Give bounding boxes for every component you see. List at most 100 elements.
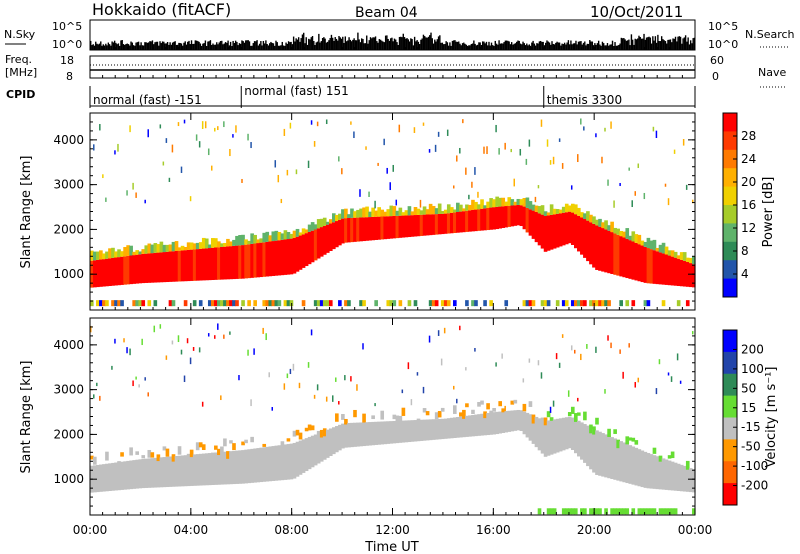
- power-near-range-cell: [138, 300, 143, 307]
- nsky-bar: [654, 36, 657, 50]
- nsky-bar: [440, 42, 442, 50]
- velocity-echo-cell: [316, 433, 321, 464]
- power-fringe-cell: [201, 237, 206, 249]
- velocity-fringe-cell: [353, 409, 357, 418]
- nsky-bar: [418, 44, 421, 50]
- velocity-echo-cell: [640, 450, 645, 488]
- velocity-echo-cell: [226, 451, 230, 485]
- velocity-echo-cell: [428, 419, 433, 441]
- nsky-bar: [184, 41, 186, 50]
- power-echo-cell: [592, 223, 596, 268]
- power-fringe-cell: [198, 242, 203, 249]
- velocity-fringe-cell: [471, 409, 475, 414]
- nsky-bar: [580, 41, 582, 50]
- power-echo-cell: [679, 259, 684, 287]
- velocity-echo-cell: [691, 469, 696, 493]
- power-echo-cell: [217, 247, 221, 280]
- power-near-range-cell: [217, 300, 221, 307]
- velocity-echo-cell: [147, 458, 152, 488]
- power-echo-cell: [298, 235, 303, 270]
- velocity-speckle: [595, 346, 597, 353]
- power-speckle: [558, 138, 561, 142]
- power-fringe-cell: [531, 204, 536, 211]
- nsky-bar: [498, 40, 500, 50]
- velocity-near-range-cell: [658, 508, 663, 515]
- velocity-echo-cell: [247, 449, 251, 484]
- power-near-range-cell: [247, 300, 251, 307]
- nsky-bar: [413, 36, 416, 50]
- power-speckle: [274, 160, 277, 168]
- velocity-speckle: [522, 378, 525, 383]
- nsky-bar: [289, 42, 291, 50]
- power-fringe-cell: [102, 253, 106, 260]
- power-echo-cell: [577, 215, 581, 252]
- velocity-speckle: [217, 323, 219, 330]
- y-tick-label: 2000: [53, 427, 84, 441]
- power-near-range-cell: [392, 300, 397, 307]
- power-speckle: [504, 142, 506, 150]
- velocity-echo-cell: [253, 448, 257, 483]
- power-speckle: [235, 125, 237, 133]
- nsky-bar: [320, 41, 323, 50]
- velocity-speckle: [453, 385, 455, 390]
- power-echo-cell: [534, 211, 539, 243]
- power-echo-cell: [658, 252, 663, 285]
- nsky-bar: [512, 44, 514, 50]
- velocity-speckle: [619, 349, 621, 354]
- nsky-bar: [260, 41, 262, 50]
- velocity-near-range-cell: [567, 508, 572, 515]
- velocity-speckle: [307, 362, 310, 368]
- velocity-echo-cell: [477, 414, 481, 436]
- power-fringe-cell: [132, 251, 136, 256]
- power-fringe-cell: [637, 234, 642, 245]
- velocity-echo-cell: [471, 414, 475, 437]
- x-tick-label: 04:00: [174, 523, 209, 537]
- power-fringe-cell: [685, 257, 690, 263]
- velocity-speckle: [555, 353, 558, 360]
- nsky-bar: [153, 44, 155, 50]
- nsky-bar: [333, 40, 335, 50]
- nsky-bar: [92, 44, 94, 50]
- nsky-bar: [591, 41, 594, 50]
- power-speckle: [428, 149, 431, 153]
- colorbar-tick-label: 16: [741, 198, 756, 212]
- power-speckle: [570, 185, 573, 190]
- velocity-echo-cell: [498, 411, 502, 434]
- power-echo-cell: [616, 234, 620, 276]
- power-speckle: [365, 146, 367, 150]
- power-fringe-cell: [486, 201, 490, 208]
- nsky-bar: [197, 41, 199, 50]
- nsky-bar: [601, 41, 604, 50]
- velocity-near-range-cell: [598, 508, 602, 515]
- power-speckle: [437, 131, 440, 137]
- power-speckle: [99, 124, 101, 131]
- velocity-speckle: [561, 334, 564, 338]
- nsky-bar: [453, 40, 455, 50]
- power-fringe-cell: [141, 249, 146, 254]
- velocity-speckle: [549, 406, 552, 413]
- nsky-bar: [470, 44, 473, 50]
- nsky-bar: [624, 39, 626, 50]
- power-fringe-cell: [180, 245, 185, 251]
- nsky-bar: [442, 44, 445, 50]
- velocity-fringe-cell: [528, 401, 533, 407]
- velocity-echo-cell: [664, 459, 669, 490]
- power-speckle: [498, 148, 500, 155]
- power-fringe-cell: [220, 243, 224, 247]
- power-fringe-cell: [226, 238, 230, 247]
- velocity-near-range-cell: [570, 508, 575, 515]
- power-echo-cell: [465, 210, 469, 232]
- power-speckle: [453, 185, 455, 189]
- velocity-echo-cell: [195, 454, 200, 486]
- power-echo-cell: [480, 208, 484, 231]
- nsky-bar: [164, 43, 166, 50]
- power-echo-cell: [540, 214, 545, 249]
- power-near-range-cell: [631, 300, 636, 307]
- power-echo-cell: [189, 249, 194, 281]
- velocity-near-range-cell: [537, 508, 542, 515]
- power-speckle: [652, 126, 655, 132]
- nsky-bar: [338, 35, 340, 50]
- velocity-echo-cell: [667, 460, 672, 491]
- power-near-range-cell: [685, 300, 690, 307]
- power-echo-cell: [383, 216, 388, 240]
